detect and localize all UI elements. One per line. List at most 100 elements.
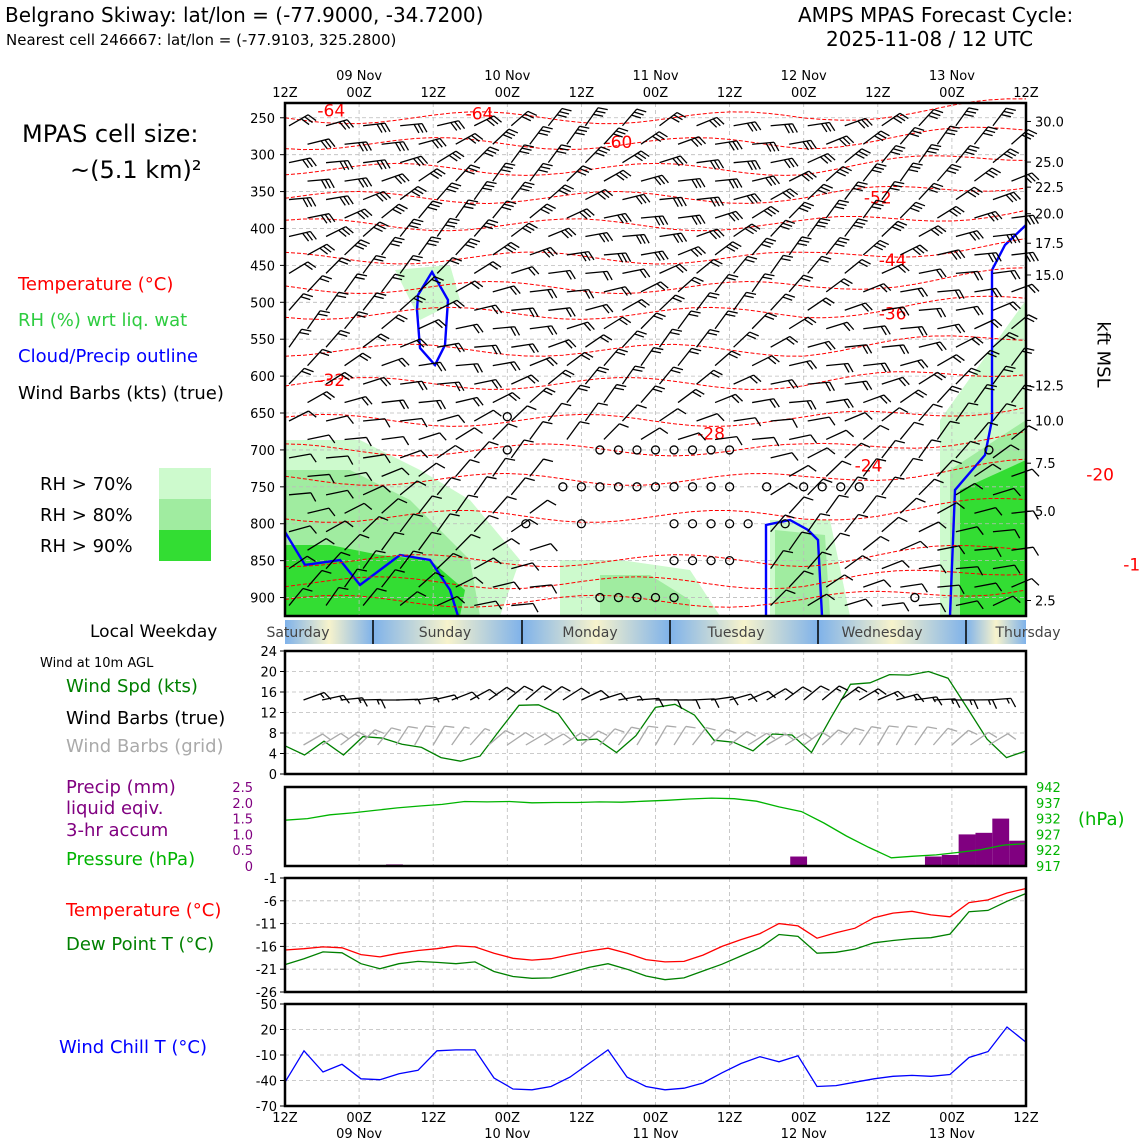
barb-flag-full [789,335,799,343]
barb-flag-full [879,284,888,293]
barb-flag-full [435,139,443,148]
barb-flag-full [488,514,499,520]
barb-flag-full [392,239,403,244]
top-time-label: 00Z [495,86,521,101]
barb-flag-full [505,131,516,137]
wind-barb [437,120,466,131]
barb-flag-full [606,271,613,281]
barb-flag-full [527,376,536,384]
wind-barb [881,602,910,612]
wind-barb [807,255,832,274]
barb-flag-full [990,349,1000,355]
bottom-time-label: 12Z [865,1111,891,1126]
barb-flag-full [359,354,369,362]
barb-shaft [825,460,843,477]
wind-barb [770,550,794,570]
barb-flag-full [857,120,866,129]
barb-flag-full [862,344,869,355]
barb-flag-full [709,197,717,207]
wind-barb [788,170,817,182]
surface-grid-barb [654,725,677,746]
wind-barb [381,273,405,293]
barb-flag-full [1031,578,1040,586]
barb-flag-full [431,236,442,240]
calm-marker [706,555,716,566]
barb-flag-full [489,117,499,125]
barb-flag-half [376,699,380,705]
barb-flag-full [346,119,355,128]
wind-barb [862,458,887,477]
barb-flag-full [655,133,665,140]
barb-flag-full [614,387,625,391]
wind-barb [733,223,761,238]
barb-flag-full [913,457,923,462]
rh-region [600,575,690,616]
barb-flag-full [896,115,906,122]
wind-barb [288,492,317,502]
barb-shaft [469,688,490,701]
barb-flag-full [917,288,925,298]
barb-flag-full [888,725,899,728]
barb-flag-full [903,602,910,612]
wind-barb [659,294,685,311]
barb-flag-full [525,225,535,232]
barb-flag-full [436,168,446,175]
barb-flag-full [987,253,994,263]
top-date-label: 09 Nov [336,69,382,84]
barb-shaft [580,730,599,746]
wind-barb [862,495,887,514]
barb-shaft [636,697,659,701]
barb-flag-full [564,229,573,237]
barb-shaft [525,685,544,701]
barb-flag-full [977,271,984,281]
wind-barb [288,157,317,169]
barb-flag-full [691,347,702,352]
barb-flag-full [791,418,798,429]
barb-flag-full [1006,334,1016,340]
wind-barb [455,280,484,293]
barb-flag-half [484,727,491,732]
wind-barb [918,225,947,238]
barb-flag-full [824,122,832,132]
barb-flag-full [1031,172,1040,181]
barb-flag-full [491,345,498,355]
temperature-contour [284,155,1027,176]
barb-flag-full [307,261,317,269]
temperature-contour [284,544,1027,568]
barb-flag-full [787,158,795,168]
pressure-tick-label: 927 [1036,828,1061,843]
wind-barb [659,263,688,274]
barb-flag-full [355,314,366,319]
wind-barb [640,385,666,403]
forecast-cycle-label: AMPS MPAS Forecast Cycle: [798,3,1074,27]
wind-barb [306,310,330,330]
wind-barb [344,396,373,406]
barb-shaft [862,424,881,440]
surface-wind-barb [674,699,701,710]
barb-flag-full [637,404,647,409]
barb-flag-full [428,239,439,243]
barb-flag-full [447,221,458,225]
barb-flag-full [1028,314,1038,320]
barb-flag-full [765,142,772,152]
wind-barb [510,110,538,127]
barb-flag-full [967,191,977,198]
barb-flag-full [753,374,762,383]
barb-flag-full [894,181,905,185]
surface-wind-barb [451,691,480,701]
barb-flag-full [754,193,762,202]
barb-flag-full [669,331,680,336]
barb-flag-full [472,324,480,334]
barb-flag-full [1010,234,1017,244]
wind-barb [992,595,1021,607]
barb-shaft [881,440,896,459]
wind-barb [381,236,405,256]
wind-barb [733,255,758,274]
panel-tick-label: 50 [260,998,277,1013]
barb-flag-full [969,145,980,149]
barb-shaft [770,514,786,533]
surface-grid-barb [858,726,882,746]
barb-flag-full [694,137,703,146]
barb-flag-full [302,159,310,169]
